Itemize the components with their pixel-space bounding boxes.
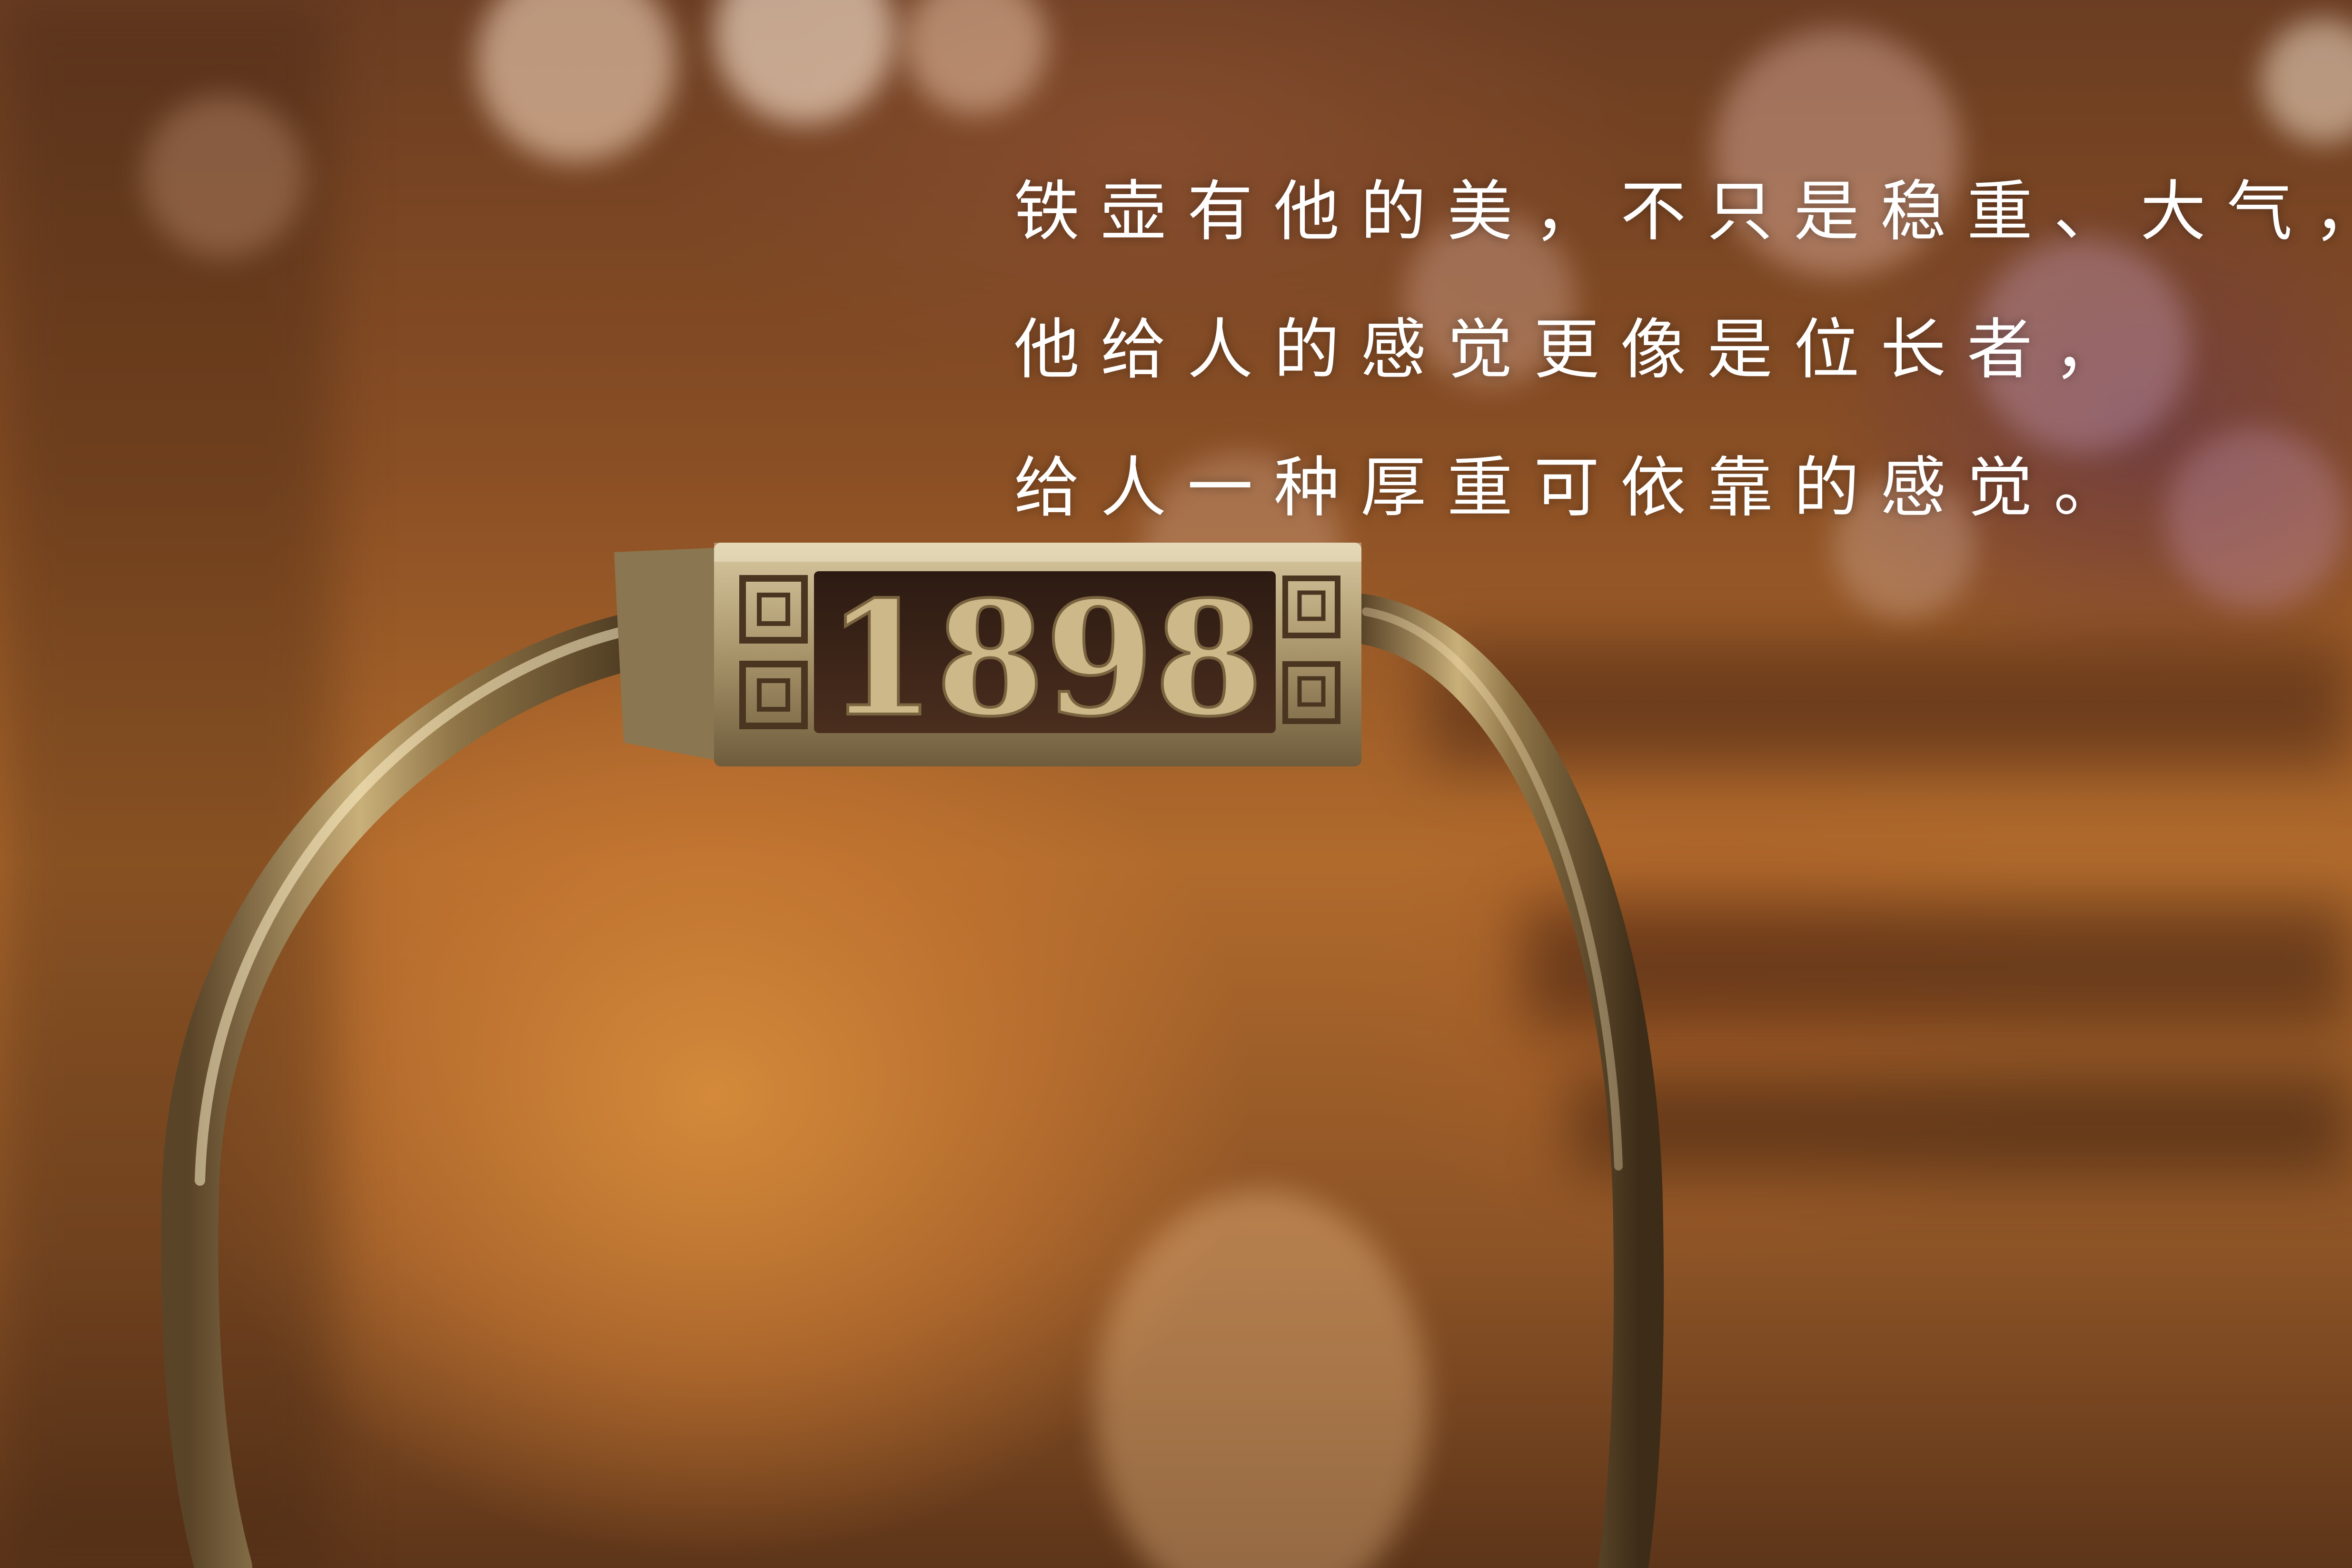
background-shelf [1523, 904, 2352, 1028]
poem-line-1: 铁壶有他的美，不只是稳重、大气， [1014, 173, 2352, 250]
bokeh-light [1095, 1190, 1428, 1568]
bokeh-light [2166, 428, 2347, 609]
number-plate: 1898 [614, 543, 1361, 766]
handle-loop [1336, 594, 1664, 1568]
plate-number: 1898 [826, 566, 1263, 751]
handle-loop [161, 605, 705, 1568]
poem-line-2: 他给人的感觉更像是位长者， [1014, 311, 2141, 388]
bokeh-light [1714, 29, 1961, 276]
bokeh-light [143, 95, 305, 257]
bokeh-light [476, 0, 676, 162]
bokeh-light [1975, 238, 2190, 452]
background-shelf [1571, 1071, 2352, 1176]
background-shelf [1428, 643, 2352, 766]
poem-line-3: 给人一种厚重可依靠的感觉。 [1014, 449, 2141, 526]
bokeh-light [904, 0, 1047, 114]
poem: 铁壶有他的美，不只是稳重、大气， 他给人的感觉更像是位长者， 给人一种厚重可依靠… [1014, 143, 2352, 557]
bokeh-light [1404, 214, 1576, 386]
bokeh-light [1833, 476, 1975, 619]
